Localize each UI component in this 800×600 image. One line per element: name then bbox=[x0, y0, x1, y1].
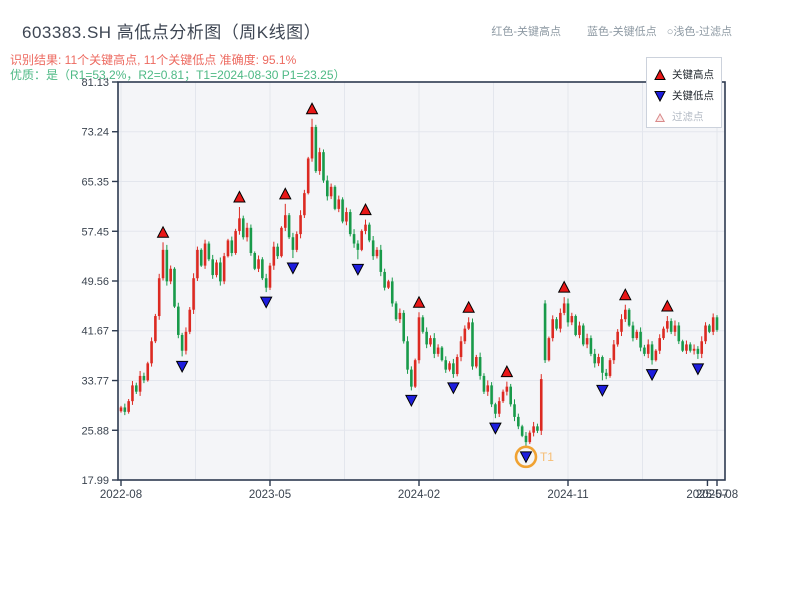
color-key-high: 红色-关键高点 bbox=[491, 26, 562, 38]
legend-item-label: 关键低点 bbox=[672, 90, 714, 102]
svg-text:33.77: 33.77 bbox=[81, 376, 109, 388]
svg-text:65.35: 65.35 bbox=[81, 176, 109, 188]
color-key-legend: 红色-关键高点 蓝色-关键低点 ○浅色-过滤点 bbox=[491, 23, 732, 39]
svg-text:2024-11: 2024-11 bbox=[547, 489, 588, 501]
chart-legend-box: 关键高点 关键低点 过滤点 bbox=[646, 57, 722, 128]
svg-text:2024-02: 2024-02 bbox=[398, 489, 440, 501]
svg-text:T1: T1 bbox=[540, 450, 554, 464]
svg-text:2025-07: 2025-07 bbox=[686, 489, 728, 501]
color-key-low: 蓝色-关键低点 bbox=[587, 26, 657, 38]
svg-text:57.45: 57.45 bbox=[81, 226, 109, 238]
legend-item-label: 关键高点 bbox=[672, 69, 714, 81]
svg-text:2025-08: 2025-08 bbox=[696, 489, 738, 501]
svg-text:2022-08: 2022-08 bbox=[100, 489, 142, 501]
legend-item-key-high: 关键高点 bbox=[654, 64, 721, 85]
color-key-filter: ○浅色-过滤点 bbox=[666, 26, 732, 38]
triangle-up-red-icon bbox=[654, 68, 666, 80]
page-title: 603383.SH 高低点分析图（周K线图） bbox=[22, 23, 322, 42]
recognition-result-text: 识别结果: 11个关键高点, 11个关键低点 准确度: 95.1% bbox=[10, 53, 297, 67]
svg-text:73.24: 73.24 bbox=[81, 127, 109, 139]
quality-result-text: 优质：是（R1=53.2%，R2=0.81；T1=2024-08-30 P1=2… bbox=[10, 68, 346, 82]
svg-text:49.56: 49.56 bbox=[81, 276, 109, 288]
svg-text:25.88: 25.88 bbox=[81, 425, 109, 437]
triangle-down-blue-icon bbox=[654, 90, 666, 102]
svg-text:41.67: 41.67 bbox=[81, 326, 109, 338]
svg-text:2023-05: 2023-05 bbox=[249, 489, 291, 501]
svg-text:17.99: 17.99 bbox=[81, 475, 109, 487]
legend-item-filtered: 过滤点 bbox=[654, 106, 721, 127]
legend-item-label: 过滤点 bbox=[672, 111, 704, 123]
triangle-up-outline-icon bbox=[654, 112, 666, 122]
legend-item-key-low: 关键低点 bbox=[654, 85, 721, 106]
svg-text:81.13: 81.13 bbox=[81, 77, 109, 89]
